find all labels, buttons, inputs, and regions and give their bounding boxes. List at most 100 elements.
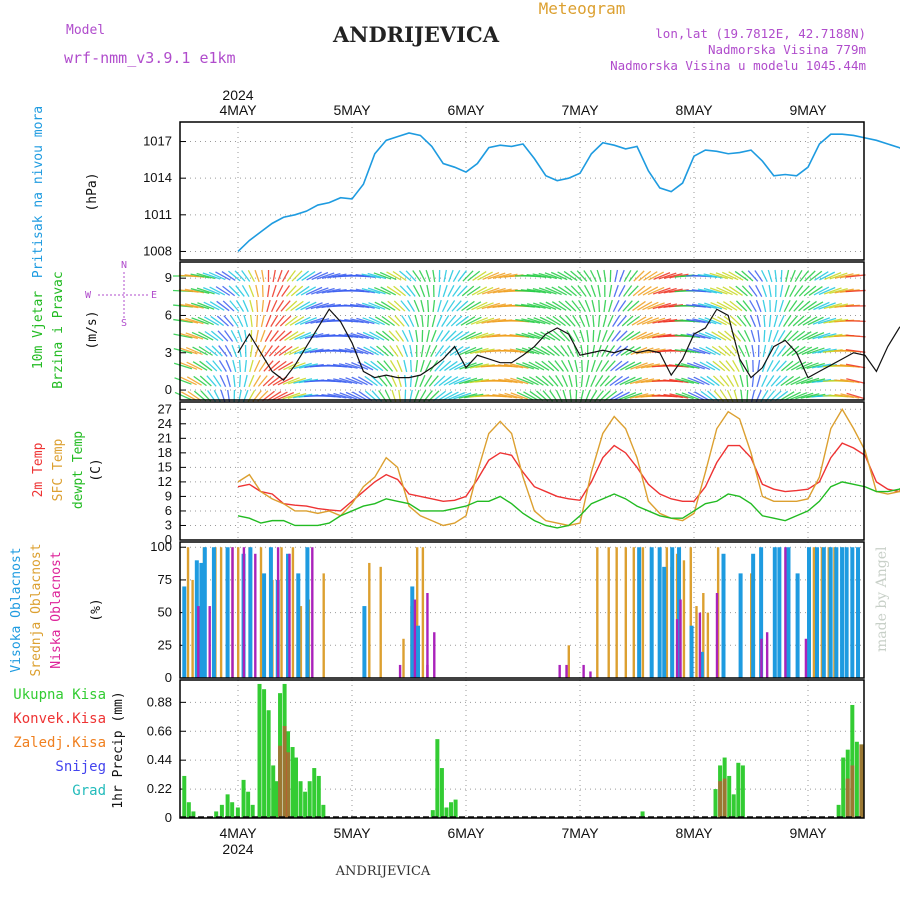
- precip-bar-total: [266, 710, 271, 818]
- wind-arrow: [704, 302, 723, 310]
- wind-arrow: [716, 286, 733, 296]
- wind-arrow: [548, 375, 559, 387]
- cloud-bar-high: [410, 586, 415, 678]
- precip-legend-item: Zaledj.Kisa: [13, 735, 106, 751]
- wind-arrow: [235, 300, 245, 312]
- wind-arrow: [529, 376, 544, 386]
- wind-arrow: [612, 315, 621, 327]
- wind-arrow: [448, 269, 454, 283]
- wind-arrow: [784, 391, 801, 401]
- wind-arrow: [290, 285, 304, 297]
- wind-arrow: [395, 330, 405, 342]
- wind-arrow: [452, 269, 461, 283]
- panel-frame: [179, 401, 865, 541]
- wind-arrow: [618, 284, 626, 298]
- wind-arrow: [705, 346, 721, 356]
- wind-arrow: [681, 377, 700, 385]
- wind-arrow: [250, 314, 253, 328]
- wind-arrow: [669, 378, 689, 384]
- wind-arrow: [198, 346, 213, 356]
- wind-arrow: [818, 286, 836, 296]
- wind-arrow: [248, 284, 255, 298]
- y-tick-label: 1011: [144, 207, 172, 222]
- wind-arrow: [269, 330, 279, 342]
- wind-arrow: [305, 317, 324, 325]
- wind-arrow: [275, 315, 285, 327]
- cloud-bar-low: [208, 606, 211, 678]
- top-day-label: 5MAY: [333, 102, 371, 118]
- cloud-bar-high: [699, 651, 704, 678]
- wind-arrow: [179, 332, 198, 340]
- wind-arrow: [574, 359, 579, 373]
- model-altitude-label: Nadmorska Visina u modelu 1045.44m: [610, 58, 866, 73]
- wind-arrow: [244, 359, 247, 373]
- wind-arrow: [553, 330, 566, 342]
- wind-arrow: [640, 363, 660, 369]
- wind-arrow: [173, 318, 193, 324]
- panels: 1008101110141017036903691215182124270255…: [143, 121, 900, 825]
- wind-arrow: [222, 285, 236, 297]
- wind-arrow: [388, 330, 400, 342]
- cloud-bar-high: [182, 586, 187, 678]
- cloud-bar-low: [426, 664, 429, 678]
- wind-arrow: [625, 361, 642, 371]
- cloud-bar-mid: [706, 612, 710, 678]
- wind-arrow: [533, 317, 551, 325]
- wind-arrow: [441, 315, 450, 327]
- cloud-bar-low: [804, 638, 808, 678]
- wind-arrow: [767, 269, 773, 283]
- wind-arrow: [191, 317, 209, 325]
- y-tick-label: 1017: [143, 134, 172, 149]
- wind-arrow: [476, 286, 494, 296]
- wind-arrow: [558, 300, 572, 312]
- wind-arrow: [401, 315, 410, 327]
- wind-arrow: [262, 375, 275, 387]
- cloud-bar-mid: [237, 547, 240, 678]
- wind-arrow: [703, 273, 723, 279]
- precip-bar-total: [257, 683, 262, 818]
- wind-arrow: [410, 359, 412, 373]
- precip-bar-total: [430, 810, 435, 818]
- wind-arrow: [470, 317, 488, 325]
- wind-arrow: [370, 360, 384, 372]
- cloud-bar-high: [268, 547, 273, 678]
- cloud-bar-mid: [191, 579, 194, 678]
- wind-arrow: [699, 346, 716, 356]
- wind-arrow: [647, 286, 665, 296]
- wind-arrow: [606, 330, 615, 342]
- wind-arrow: [351, 376, 368, 386]
- wind-arrow: [725, 360, 735, 372]
- cloud-bar-mid: [596, 547, 599, 678]
- wind-arrow: [757, 359, 761, 373]
- wind-arrow: [789, 269, 796, 283]
- wind-arrow: [509, 348, 529, 354]
- wind-arrow: [241, 285, 250, 297]
- cloud-bar-high: [828, 547, 833, 678]
- wind-arrow: [538, 287, 557, 295]
- wind-arrow: [174, 377, 192, 385]
- wind-arrow: [202, 272, 221, 280]
- wind-arrow: [290, 300, 304, 312]
- cloud-bar-high: [637, 547, 642, 678]
- panel-clouds: 0 25 50 75 100: [150, 539, 865, 685]
- wind-arrow: [744, 344, 750, 358]
- wind-arrow: [808, 286, 823, 296]
- wind-arrow: [242, 299, 249, 313]
- wind-arrow: [774, 269, 778, 283]
- wind-arrow: [717, 316, 732, 326]
- wind-arrow: [597, 314, 601, 328]
- wind-arrow: [424, 359, 432, 373]
- cloud-bar-low: [589, 671, 592, 678]
- top-day-label: 7MAY: [561, 102, 599, 118]
- wind-arrow: [289, 331, 305, 341]
- y-tick-label: 24: [158, 416, 172, 431]
- wind-arrow: [492, 393, 513, 399]
- precip-bar-total: [235, 807, 240, 818]
- cloud-bar-mid: [682, 560, 686, 678]
- wind-arrow: [235, 285, 245, 297]
- wind-arrow: [735, 285, 748, 297]
- cloud-bar-low: [675, 619, 679, 678]
- wind-arrow: [788, 300, 798, 312]
- precip-bar-conv: [722, 778, 727, 818]
- wind-arrow: [471, 286, 488, 296]
